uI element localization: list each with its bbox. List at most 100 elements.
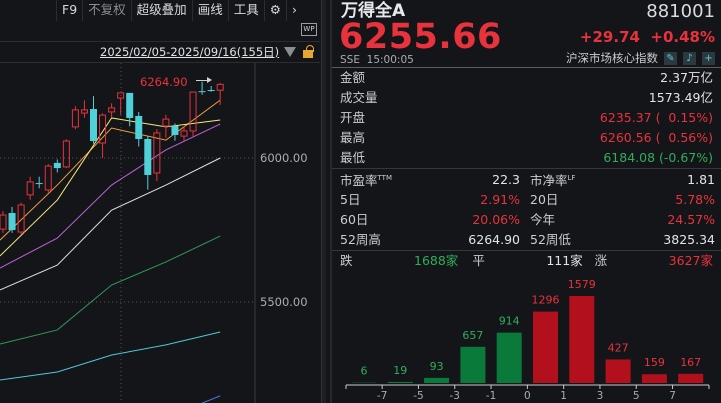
gear-icon[interactable]: ⚙ (263, 0, 286, 21)
x-tick-label: 1 (560, 390, 567, 402)
candle (44, 163, 52, 193)
draw-button[interactable]: 画线 (191, 0, 228, 21)
distribution-bar (496, 332, 522, 383)
plus-icon[interactable]: + (702, 52, 715, 65)
stat-value: 5.78% (675, 192, 715, 207)
index-category: 沪深市场核心指数 ✎ ♪ + (566, 51, 715, 66)
y-tick-6000: 6000.00 (260, 151, 308, 165)
candle (153, 129, 161, 182)
stat-value: 1.81 (687, 172, 715, 187)
stat-value: 6264.90 (468, 232, 520, 247)
exchange: SSE (340, 54, 360, 66)
candle (80, 100, 88, 118)
candle-body (216, 83, 224, 91)
bell-icon[interactable]: ♪ (683, 52, 696, 65)
exchange-time: SSE 15:00:05 (340, 54, 414, 67)
distribution-bar (678, 373, 704, 383)
bar-value-label: 1296 (532, 294, 560, 307)
bar-value-label: 657 (462, 329, 483, 342)
candle-body (80, 109, 88, 114)
stat-label: 最低 (340, 150, 366, 165)
tools-button[interactable]: 工具 (227, 0, 264, 21)
distribution-bar (641, 374, 667, 383)
x-tick-label: -1 (486, 390, 496, 402)
stat-cell: 市盈率TTM 22.3 (340, 170, 520, 190)
stat-label: 52周低 (530, 232, 571, 248)
candle (17, 202, 25, 235)
no-adjust-button[interactable]: 不复权 (82, 0, 131, 21)
date-range-selector[interactable]: 2025/02/05-2025/09/16(155日) (100, 45, 280, 59)
y-tick-5500: 5500.00 (260, 295, 308, 309)
up-count: 3627家 (668, 253, 713, 268)
moving-average-line (201, 395, 221, 403)
moving-average-line (0, 235, 221, 345)
x-tick-label: 7 (669, 390, 676, 402)
down-label: 跌 (340, 253, 353, 268)
stat-label-text: 52周低 (530, 232, 571, 247)
high-price-label: 6264.90 (140, 75, 188, 89)
quote-panel: 万得全A 881001 6255.66 +29.74 +0.48% SSE 15… (330, 0, 721, 403)
candle (126, 92, 134, 127)
candle-body (71, 109, 79, 128)
pencil-icon[interactable]: ✎ (664, 52, 677, 65)
flat-label: 平 (472, 253, 485, 268)
high-arrow-icon (196, 80, 210, 81)
stat-value: 6235.37 ( 0.15%) (599, 110, 713, 125)
category-label: 沪深市场核心指数 (566, 51, 658, 65)
candle-body (0, 214, 7, 230)
candle (216, 82, 224, 105)
lock-icon[interactable] (303, 50, 313, 58)
distribution-bar (605, 359, 631, 383)
stat-value: 3825.34 (663, 232, 715, 247)
candle-body (26, 181, 34, 196)
security-code: 881001 (646, 1, 715, 22)
candle (8, 206, 16, 233)
stat-label-text: 60日 (340, 212, 369, 227)
stat-cell: 市净率LF 1.81 (530, 170, 715, 190)
bar-value-label: 19 (393, 364, 407, 377)
candle-body (162, 118, 170, 127)
stat-sup: TTM (377, 174, 392, 183)
last-price: 6255.66 (339, 17, 502, 57)
distribution-bar (424, 377, 450, 383)
breadth-row: 跌 1688家 平 111家 涨 3627家 (340, 251, 713, 271)
high-arrowhead-icon (207, 77, 212, 83)
candle-body (62, 140, 70, 168)
x-tick-label: 3 (597, 390, 604, 402)
quote-time: 15:00:05 (366, 54, 414, 66)
bar-value-label: 914 (499, 315, 520, 328)
candle (180, 126, 188, 141)
overlay-button[interactable]: 超级叠加 (130, 0, 192, 21)
dropdown-triangle-icon[interactable] (284, 47, 296, 57)
candle (189, 91, 197, 137)
stat-label-text: 市净率 (530, 173, 568, 189)
candlestick-chart[interactable] (0, 63, 320, 403)
candle (135, 111, 143, 147)
candle (26, 176, 34, 200)
stat-cell: 52周高 6264.90 (340, 230, 520, 250)
stat-label: 开盘 (340, 110, 366, 125)
chevron-right-icon[interactable]: › (285, 0, 302, 21)
f9-button[interactable]: F9 (56, 0, 82, 21)
stat-label: 5日 (340, 192, 360, 208)
stat-label: 今年 (530, 212, 555, 228)
stat-value: 6184.08 (-0.67%) (603, 150, 713, 165)
scrollbar[interactable] (321, 0, 326, 403)
moving-average-line (0, 123, 221, 269)
stat-label: 52周高 (340, 232, 381, 248)
chart-toolbar: F9 不复权 超级叠加 画线 工具 ⚙ › (56, 0, 322, 21)
stat-label-text: 今年 (530, 212, 556, 227)
stat-row: 金额 2.37万亿 (340, 68, 713, 88)
stat-row: 最低 6184.08 (-0.67%) (340, 148, 713, 168)
x-tick-label: 0 (524, 390, 531, 402)
candle (207, 86, 215, 92)
bar-value-label: 1579 (568, 278, 596, 291)
price-change: +29.74 +0.48% (580, 28, 715, 46)
stat-label: 20日 (530, 192, 558, 208)
stat-label-text: 20日 (530, 192, 559, 207)
candle (198, 81, 206, 95)
candle (162, 114, 170, 138)
wp-icon[interactable]: WP (301, 23, 317, 36)
moving-average-line (0, 331, 221, 381)
bar-value-label: 159 (644, 356, 665, 369)
